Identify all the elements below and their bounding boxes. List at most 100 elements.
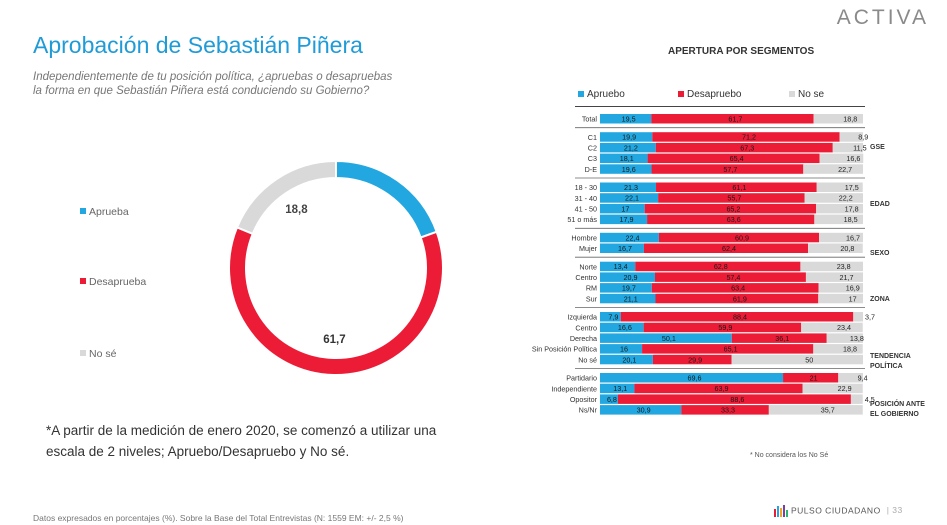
legend-label-apruebo: Apruebo (587, 89, 625, 100)
bar-segment-desapruebo (652, 132, 840, 142)
bar-value-apruebo: 21,1 (624, 294, 638, 303)
bar-segment-nose (838, 373, 863, 383)
bar-segment-desapruebo (642, 344, 814, 354)
bar-value-apruebo: 20,9 (623, 273, 637, 282)
donut-slice-nose (235, 159, 337, 236)
bar-value-desapruebo: 71,2 (742, 133, 756, 142)
bar-value-nose: 11,5 (853, 143, 866, 152)
legend-label-nose-seg: No se (798, 89, 825, 100)
row-label-51-o-m-s: 51 o más (567, 215, 597, 224)
bar-value-desapruebo: 59,9 (718, 323, 732, 332)
bar-value-apruebo: 16,6 (618, 323, 632, 332)
bar-segment-apruebo (600, 322, 644, 333)
bar-segment-desapruebo (656, 182, 817, 192)
bar-value-apruebo: 13,1 (613, 384, 627, 393)
legend-swatch-desapruebo (678, 91, 684, 97)
bar-value-desapruebo: 61,9 (733, 294, 747, 303)
legend-divider (575, 106, 865, 107)
bar-value-nose: 21,7 (839, 273, 853, 282)
bar-value-desapruebo: 60,9 (735, 233, 749, 242)
bars-logo-icon (774, 505, 788, 517)
bar-segment-desapruebo (647, 153, 820, 164)
bar-value-nose: 17 (849, 294, 857, 303)
bar-segment-nose (802, 383, 863, 394)
bar-value-nose: 18,5 (844, 215, 858, 224)
legend-label-nose: No sé (89, 348, 117, 360)
segments-legend-apruebo: Apruebo (578, 89, 625, 100)
segments-legend-desapruebo: Desapruebo (678, 89, 741, 100)
row-label-hombre: Hombre (571, 233, 597, 242)
pulso-label: PULSO CIUDADANO (791, 505, 881, 516)
bar-value-apruebo: 22,4 (625, 233, 639, 242)
bar-segment-nose (816, 182, 863, 192)
group-label-edad: EDAD (870, 201, 890, 208)
bar-value-apruebo: 19,9 (622, 133, 636, 142)
group-label-gse: GSE (870, 144, 885, 151)
bar-segment-desapruebo (681, 405, 769, 415)
bar-segment-desapruebo (635, 261, 801, 272)
bar-segment-nose (850, 394, 863, 404)
bar-segment-nose (832, 142, 863, 153)
bar-value-apruebo: 17,9 (620, 215, 634, 224)
bar-segment-desapruebo (634, 383, 803, 394)
bar-segment-desapruebo (651, 164, 804, 174)
bar-segment-apruebo (600, 312, 621, 322)
legend-swatch-nose-seg (789, 91, 795, 97)
bar-value-desapruebo: 21 (810, 374, 818, 383)
bar-value-nose: 17,5 (845, 183, 859, 192)
footer-note: Datos expresados en porcentajes (%). Sob… (33, 513, 404, 523)
bar-value-nose: 23,8 (837, 262, 851, 271)
bar-segment-apruebo (600, 214, 648, 225)
bar-value-nose: 23,4 (837, 323, 851, 332)
bar-value-desapruebo: 62,8 (714, 262, 728, 271)
segments-title: APERTURA POR SEGMENTOS (668, 46, 815, 57)
legend-swatch-apruebo (578, 91, 584, 97)
row-label-mujer: Mujer (579, 244, 598, 253)
row-label-18-30: 18 - 30 (575, 183, 597, 192)
row-label-partidario: Partidario (566, 374, 597, 383)
bar-value-desapruebo: 63,4 (731, 284, 745, 293)
bar-segment-nose (826, 333, 863, 343)
bar-value-desapruebo: 36,1 (775, 334, 789, 343)
bar-value-apruebo: 30,9 (637, 406, 651, 415)
legend-label-aprueba: Aprueba (89, 206, 129, 218)
bar-segment-apruebo (600, 394, 618, 404)
bar-value-apruebo: 21,2 (624, 143, 638, 152)
bar-segment-apruebo (600, 132, 653, 142)
legend-label-desaprueba: Desaprueba (89, 276, 147, 288)
bar-value-desapruebo: 29,9 (688, 355, 702, 364)
bar-segment-apruebo (600, 405, 682, 415)
activa-logo: ACTIVA (836, 6, 929, 29)
bar-value-nose: 22,9 (838, 384, 852, 393)
donut-slice-desaprueba (228, 226, 444, 376)
bar-segment-desapruebo (651, 283, 819, 293)
approval-donut-chart: 19,5 61,7 18,8 (228, 159, 444, 376)
donut-legend-nose: No sé (80, 348, 116, 360)
bar-value-desapruebo: 55,7 (727, 194, 741, 203)
bar-value-nose: 9,4 (858, 374, 868, 383)
row-label-total: Total (582, 115, 598, 124)
bar-segment-nose (768, 405, 863, 415)
legend-swatch-aprueba (80, 208, 86, 214)
row-label-rm: RM (586, 284, 597, 293)
bar-segment-apruebo (600, 383, 635, 394)
row-label-c1: C1 (588, 133, 597, 142)
bar-segment-nose (816, 203, 863, 214)
bar-segment-apruebo (600, 153, 648, 164)
row-label-31-40: 31 - 40 (575, 194, 597, 203)
bar-segment-apruebo (600, 283, 652, 293)
bar-segment-apruebo (600, 203, 645, 214)
page-title: Aprobación de Sebastián Piñera (33, 32, 363, 58)
bar-segment-apruebo (600, 142, 656, 153)
scale-note: *A partir de la medición de enero 2020, … (46, 423, 437, 459)
segments-legend-nose: No se (789, 89, 824, 100)
row-label-sin-posici-n-pol-tica: Sin Posición Política (532, 345, 597, 354)
bar-value-nose: 16,6 (846, 154, 860, 163)
bar-value-desapruebo: 88,6 (730, 395, 744, 404)
row-label-derecha: Derecha (570, 334, 597, 343)
donut-label-nose: 18,8 (285, 204, 308, 216)
bar-segment-apruebo (600, 373, 784, 383)
donut-label-aprueba: 19,5 (366, 205, 389, 217)
bar-value-apruebo: 18,1 (620, 154, 634, 163)
bar-value-desapruebo: 67,3 (740, 143, 754, 152)
